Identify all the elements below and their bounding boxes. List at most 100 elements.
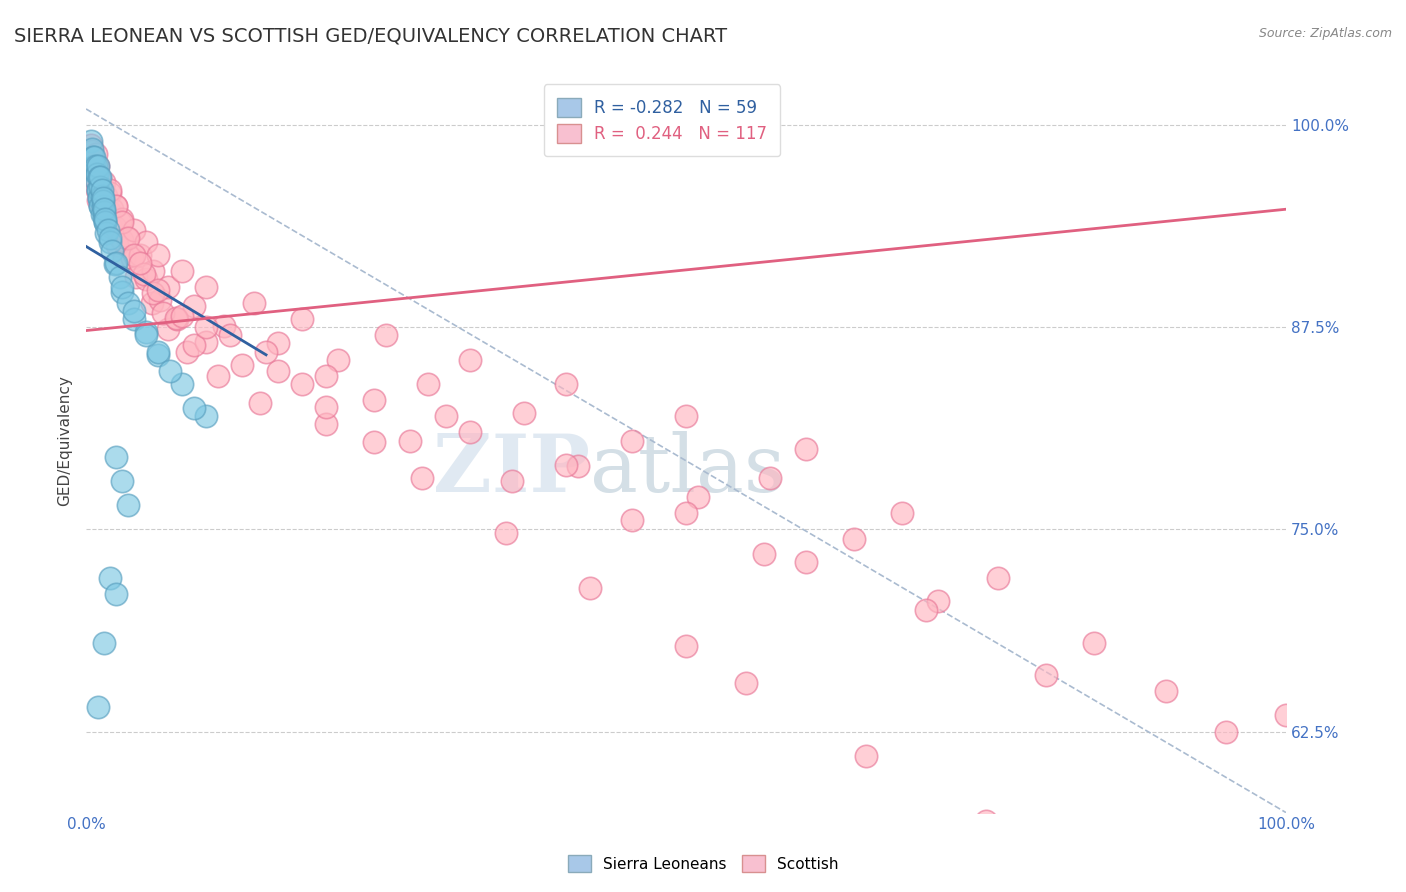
Point bbox=[94, 215, 117, 229]
Point bbox=[122, 223, 145, 237]
Point bbox=[98, 183, 121, 197]
Point bbox=[91, 199, 114, 213]
Point bbox=[87, 700, 110, 714]
Legend: Sierra Leoneans, Scottish: Sierra Leoneans, Scottish bbox=[560, 847, 846, 880]
Point bbox=[156, 280, 179, 294]
Point bbox=[183, 338, 205, 352]
Point bbox=[93, 636, 115, 650]
Text: atlas: atlas bbox=[591, 432, 785, 509]
Point bbox=[125, 270, 148, 285]
Point bbox=[97, 203, 120, 218]
Point bbox=[86, 183, 108, 197]
Y-axis label: GED/Equivalency: GED/Equivalency bbox=[58, 376, 72, 506]
Point bbox=[254, 344, 277, 359]
Point bbox=[621, 513, 644, 527]
Point bbox=[111, 215, 134, 229]
Point bbox=[91, 194, 114, 209]
Point bbox=[111, 474, 134, 488]
Point bbox=[1083, 636, 1105, 650]
Point bbox=[98, 235, 121, 249]
Point bbox=[129, 247, 152, 261]
Point bbox=[135, 325, 157, 339]
Point bbox=[363, 435, 385, 450]
Point bbox=[170, 263, 193, 277]
Point bbox=[291, 312, 314, 326]
Point bbox=[675, 409, 697, 424]
Point bbox=[156, 322, 179, 336]
Point bbox=[94, 215, 117, 229]
Point bbox=[146, 348, 169, 362]
Point bbox=[195, 320, 218, 334]
Point bbox=[80, 137, 103, 152]
Point bbox=[1275, 708, 1298, 723]
Point bbox=[93, 209, 115, 223]
Point bbox=[146, 283, 169, 297]
Point bbox=[117, 296, 139, 310]
Point bbox=[93, 205, 115, 219]
Point bbox=[82, 153, 104, 168]
Point bbox=[82, 151, 104, 165]
Point bbox=[89, 169, 111, 184]
Point bbox=[579, 581, 602, 595]
Point bbox=[122, 312, 145, 326]
Point bbox=[108, 270, 131, 285]
Point bbox=[80, 142, 103, 156]
Point bbox=[675, 639, 697, 653]
Point bbox=[159, 364, 181, 378]
Point bbox=[89, 169, 111, 184]
Point bbox=[89, 181, 111, 195]
Point bbox=[89, 199, 111, 213]
Point bbox=[1154, 684, 1177, 698]
Point bbox=[416, 376, 439, 391]
Point bbox=[132, 267, 155, 281]
Point bbox=[621, 434, 644, 448]
Point bbox=[434, 409, 457, 424]
Point bbox=[513, 406, 536, 420]
Text: Source: ZipAtlas.com: Source: ZipAtlas.com bbox=[1258, 27, 1392, 40]
Point bbox=[86, 159, 108, 173]
Point bbox=[974, 814, 997, 828]
Point bbox=[315, 400, 337, 414]
Point bbox=[98, 186, 121, 200]
Point bbox=[104, 220, 127, 235]
Point bbox=[89, 193, 111, 207]
Point bbox=[105, 237, 128, 252]
Point bbox=[122, 304, 145, 318]
Point bbox=[135, 235, 157, 249]
Text: ZIP: ZIP bbox=[433, 432, 591, 509]
Point bbox=[87, 193, 110, 207]
Point bbox=[89, 191, 111, 205]
Point bbox=[195, 334, 218, 349]
Point bbox=[555, 458, 578, 472]
Point bbox=[91, 191, 114, 205]
Point bbox=[759, 471, 782, 485]
Point bbox=[1035, 668, 1057, 682]
Point bbox=[495, 525, 517, 540]
Point bbox=[84, 159, 107, 173]
Point bbox=[176, 344, 198, 359]
Point bbox=[752, 547, 775, 561]
Point bbox=[117, 498, 139, 512]
Point bbox=[195, 280, 218, 294]
Point bbox=[94, 211, 117, 226]
Point bbox=[142, 286, 165, 301]
Point bbox=[105, 587, 128, 601]
Point bbox=[794, 442, 817, 456]
Point bbox=[686, 490, 709, 504]
Point bbox=[97, 223, 120, 237]
Point bbox=[249, 396, 271, 410]
Point bbox=[98, 231, 121, 245]
Point bbox=[84, 147, 107, 161]
Point bbox=[1095, 879, 1118, 892]
Point bbox=[735, 676, 758, 690]
Point bbox=[90, 207, 112, 221]
Point bbox=[231, 358, 253, 372]
Point bbox=[411, 471, 433, 485]
Point bbox=[96, 227, 118, 241]
Point bbox=[94, 201, 117, 215]
Point bbox=[100, 220, 122, 235]
Point bbox=[80, 134, 103, 148]
Point bbox=[326, 352, 349, 367]
Point bbox=[146, 344, 169, 359]
Point bbox=[108, 215, 131, 229]
